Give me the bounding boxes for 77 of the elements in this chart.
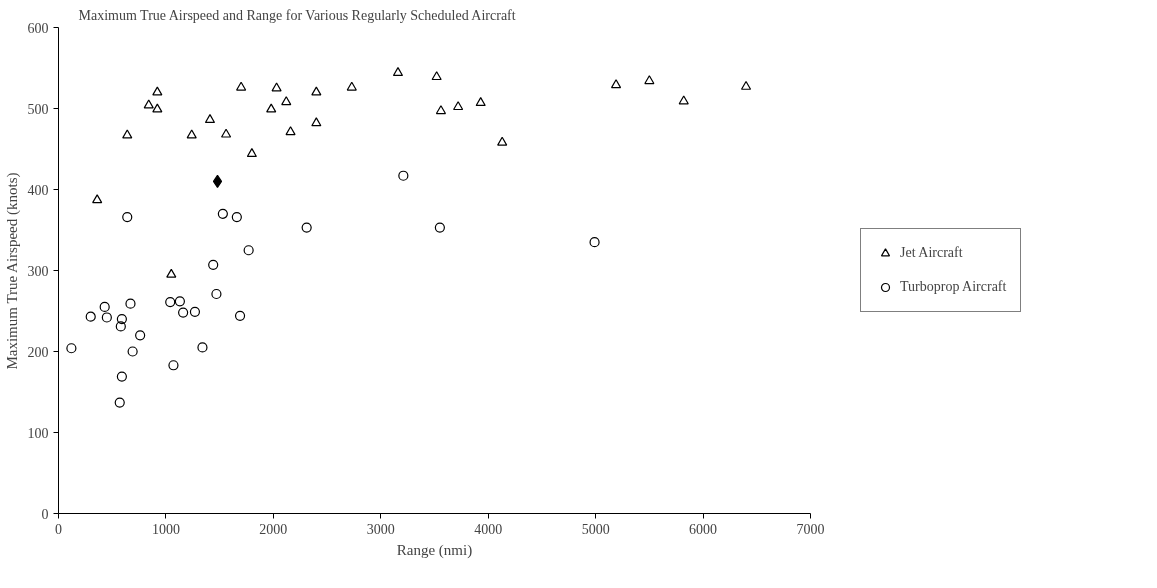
point (346, 81, 357, 91)
x-tick-label: 1000 (151, 521, 180, 537)
y-tick-label: 400 (27, 182, 49, 198)
point (453, 101, 464, 111)
point (116, 314, 127, 325)
point (392, 67, 404, 77)
point (122, 129, 133, 139)
point (116, 371, 127, 382)
x-tick-label: 3000 (366, 521, 395, 537)
x-tick-label: 7000 (796, 521, 825, 537)
point (497, 136, 508, 146)
point (143, 99, 154, 109)
point (431, 71, 442, 81)
y-tick-label: 200 (27, 344, 49, 360)
point (212, 174, 223, 188)
y-tick-label: 0 (41, 506, 49, 522)
point (197, 342, 208, 353)
point (125, 298, 136, 309)
x-tick-label: 5000 (581, 521, 610, 537)
point (231, 211, 242, 223)
point (85, 311, 96, 322)
x-tick-label: 0 (55, 521, 62, 537)
x-tick-label: 4000 (474, 521, 503, 537)
point (610, 79, 622, 89)
point (435, 105, 447, 115)
y-tick-label: 100 (27, 425, 49, 441)
point (189, 306, 201, 317)
point (135, 330, 146, 341)
point (114, 397, 125, 408)
point (285, 126, 296, 136)
point (301, 222, 312, 233)
point (115, 321, 126, 332)
point (740, 80, 752, 90)
point (186, 129, 197, 139)
point (152, 103, 163, 113)
point (234, 310, 246, 321)
point (101, 312, 112, 323)
y-tick-label: 500 (27, 101, 49, 117)
point (434, 222, 445, 233)
point (678, 95, 689, 105)
y-axis-title: Maximum True Airspeed (knots) (3, 172, 21, 370)
x-tick-label: 2000 (259, 521, 288, 537)
point (271, 82, 282, 92)
chart-title: Maximum True Airspeed and Range for Various Regularly Scheduled Aircraft (78, 7, 516, 23)
point (122, 211, 133, 223)
point (236, 81, 247, 91)
point (475, 97, 486, 107)
point (168, 360, 179, 371)
x-tick-label: 6000 (689, 521, 718, 537)
point (217, 208, 228, 219)
point (208, 259, 219, 270)
point (152, 86, 163, 96)
legend-label: Turboprop Aircraft (900, 279, 1007, 295)
point (266, 103, 277, 113)
point (220, 128, 232, 138)
point (398, 170, 409, 181)
point (281, 96, 292, 106)
point (246, 148, 257, 158)
point (166, 268, 177, 278)
x-axis-title: Range (nmi) (396, 541, 473, 559)
legend-label: Jet Aircraft (900, 245, 963, 261)
point (92, 194, 103, 204)
point (211, 288, 222, 300)
point (174, 296, 185, 307)
point (99, 301, 110, 313)
point (644, 75, 655, 85)
point (311, 117, 322, 127)
point (178, 307, 189, 318)
point (165, 297, 176, 308)
y-tick-label: 600 (27, 20, 49, 36)
point (204, 114, 216, 124)
y-tick-label: 300 (27, 263, 49, 279)
point (311, 86, 322, 96)
point (589, 237, 600, 248)
point (243, 245, 254, 256)
point (127, 346, 138, 357)
point (66, 343, 77, 354)
